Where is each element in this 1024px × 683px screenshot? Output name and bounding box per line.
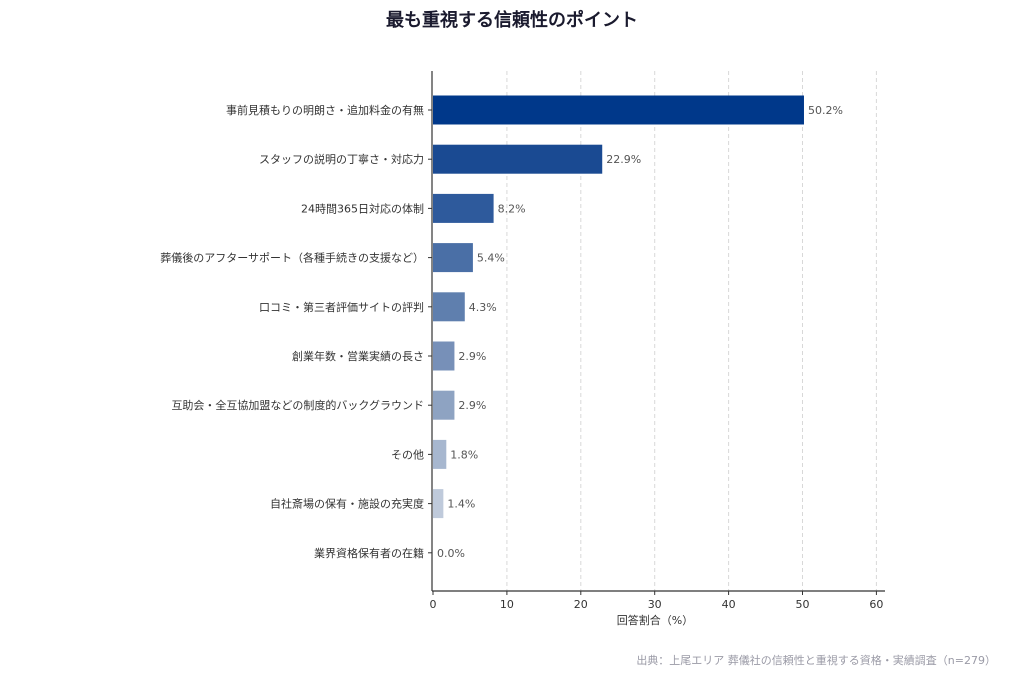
category-label: 互助会・全互協加盟などの制度的バックグラウンド — [171, 398, 424, 412]
x-tick-label: 10 — [500, 598, 514, 611]
category-label: スタッフの説明の丁寧さ・対応力 — [259, 152, 424, 166]
bar — [433, 489, 444, 519]
bar — [433, 193, 494, 223]
value-label: 0.0% — [437, 547, 465, 560]
bar — [433, 341, 455, 371]
source-note: 出典：上尾エリア 葬儀社の信頼性と重視する資格・実績調査（n=279） — [636, 654, 996, 667]
bar — [433, 439, 447, 469]
bar — [433, 144, 603, 174]
value-label: 50.2% — [808, 104, 843, 117]
bar — [433, 243, 473, 273]
x-tick-label: 30 — [648, 598, 662, 611]
value-label: 8.2% — [498, 202, 526, 215]
value-label: 5.4% — [477, 252, 505, 265]
bar — [433, 95, 804, 125]
value-label: 4.3% — [469, 301, 497, 314]
x-tick-label: 60 — [869, 598, 883, 611]
chart-title: 最も重視する信頼性のポイント — [386, 10, 638, 31]
bar — [433, 292, 465, 322]
category-label: その他 — [391, 448, 424, 461]
value-label: 2.9% — [458, 399, 486, 412]
bars — [433, 95, 804, 519]
category-label: 業界資格保有者の在籍 — [314, 546, 424, 560]
axes — [431, 71, 885, 592]
value-label: 22.9% — [606, 153, 641, 166]
value-label: 1.4% — [447, 498, 475, 511]
category-label: 口コミ・第三者評価サイトの評判 — [259, 300, 424, 314]
x-tick-label: 40 — [722, 598, 736, 611]
value-label: 1.8% — [450, 448, 478, 461]
category-label: 事前見積もりの明朗さ・追加料金の有無 — [226, 103, 424, 117]
x-tick-label: 20 — [574, 598, 588, 611]
category-label: 自社斎場の保有・施設の充実度 — [270, 497, 424, 511]
bar — [433, 390, 455, 420]
x-tick-label: 0 — [430, 598, 437, 611]
x-axis-label: 回答割合（%） — [617, 613, 693, 627]
value-label: 2.9% — [458, 350, 486, 363]
labels: 0 10 20 30 40 50 60 事前見積もりの明朗さ・追加料金の有無 50.2% スタッフ… — [160, 103, 883, 611]
category-label: 創業年数・営業実績の長さ — [292, 349, 424, 363]
category-label: 葬儀後のアフターサポート（各種手続きの支援など） — [160, 251, 424, 265]
x-tick-label: 50 — [796, 598, 810, 611]
category-label: 24時間365日対応の体制 — [301, 201, 424, 215]
